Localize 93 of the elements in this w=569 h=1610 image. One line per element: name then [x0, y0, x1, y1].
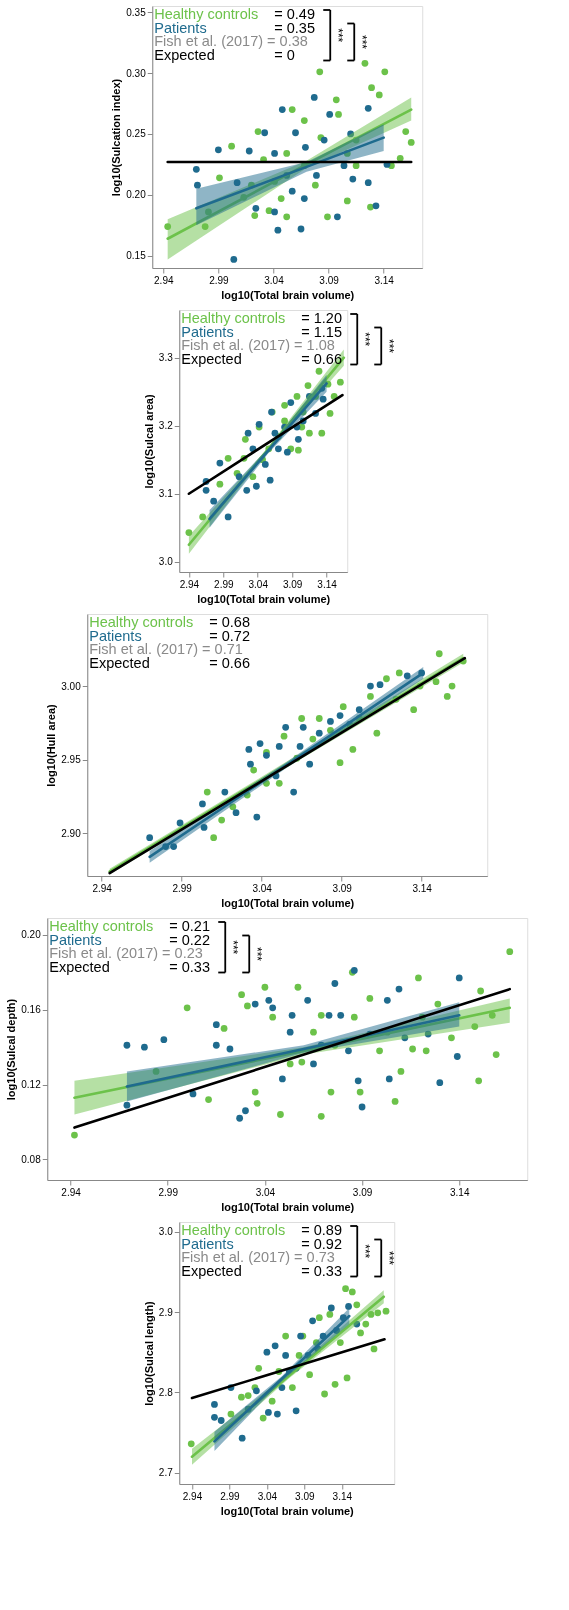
text: Expected	[49, 958, 110, 975]
y-tick-label: 2.9	[158, 1306, 174, 1318]
x-tick-label: 3.04	[257, 1490, 278, 1502]
x-tick-label: 3.09	[332, 882, 353, 894]
y-tick-label: 0.20	[126, 189, 147, 201]
x-tick-label: 2.94	[92, 882, 113, 894]
x-tick-label: 3.14	[332, 1490, 353, 1502]
annotation: Fish et al. (2017) = 1.08	[181, 337, 335, 353]
text: Expected	[89, 654, 150, 671]
x-tick-label: 2.99	[214, 578, 234, 590]
x-tick-label: 2.99	[209, 274, 230, 286]
x-tick-label: 2.99	[158, 1186, 179, 1198]
y-tick-label: 3.00	[61, 680, 82, 692]
x-tick-label: 3.14	[317, 578, 338, 590]
text: Healthy controls	[181, 310, 286, 326]
text: Expected	[181, 1262, 242, 1279]
annotation: Fish et al. (2017) = 0.23	[49, 945, 203, 961]
annotation: = 0.66	[301, 350, 342, 367]
annotation: = 1.20	[301, 310, 342, 326]
y-tick-label: 0.15	[126, 250, 147, 262]
annotation: ***	[250, 946, 265, 962]
text: Healthy controls	[49, 918, 154, 934]
y-tick-label: 2.95	[61, 754, 82, 766]
annotation: = 0.68	[209, 614, 250, 630]
annotation: = 0.33	[169, 958, 210, 975]
text: Healthy controls	[181, 1222, 286, 1238]
x-tick-label: 3.09	[295, 1490, 316, 1502]
y-tick-label: 0.35	[126, 6, 147, 18]
annotation: = 0	[274, 46, 295, 63]
annotation: ***	[226, 940, 241, 955]
annotation: = 1.15	[301, 323, 342, 340]
y-tick-label: 3.2	[158, 420, 174, 432]
x-tick-label: 3.04	[255, 1186, 276, 1198]
x-tick-label: 3.14	[374, 274, 395, 286]
annotation: ***	[355, 34, 370, 50]
annotation: ***	[382, 1250, 397, 1266]
annotation: = 0.33	[301, 1262, 342, 1279]
y-tick-label: 0.08	[21, 1153, 42, 1165]
x-axis-title: log10(Total brain volume)	[197, 592, 331, 605]
x-tick-label: 3.04	[264, 274, 285, 286]
x-tick-label: 3.09	[352, 1186, 373, 1198]
y-tick-label: 2.7	[158, 1467, 174, 1479]
y-tick-label: 0.16	[21, 1004, 42, 1016]
annotation: = 0.72	[209, 627, 250, 644]
annotation: = 0.49	[274, 6, 315, 22]
x-axis-title: log10(Total brain volume)	[221, 1200, 355, 1213]
annotation: Fish et al. (2017) = 0.71	[89, 641, 243, 657]
text: ***	[358, 332, 373, 347]
annotation: = 0.22	[169, 931, 210, 948]
y-axis-title: log10(Hull area)	[45, 703, 58, 787]
x-tick-label: 2.99	[220, 1490, 241, 1502]
annotation: = 0.66	[209, 654, 250, 671]
text: Expected	[154, 46, 215, 63]
x-tick-label: 2.94	[182, 1490, 203, 1502]
x-tick-label: 3.14	[450, 1186, 470, 1198]
annotation: = 0.92	[301, 1235, 342, 1252]
x-tick-label: 2.94	[61, 1186, 82, 1198]
x-tick-label: 3.09	[319, 274, 340, 286]
x-axis-title: log10(Total brain volume)	[221, 288, 355, 301]
y-tick-label: 3.1	[158, 488, 174, 500]
y-tick-label: 0.20	[21, 929, 42, 941]
y-tick-label: 2.8	[158, 1386, 174, 1398]
annotation: ***	[331, 28, 346, 43]
y-tick-label: 3.3	[158, 352, 174, 364]
text: ***	[382, 338, 397, 354]
x-tick-label: 2.94	[154, 274, 174, 286]
x-tick-label: 3.14	[412, 882, 433, 894]
y-tick-label: 2.90	[61, 827, 82, 839]
annotation: = 0.21	[169, 918, 210, 934]
y-tick-label: 0.12	[21, 1079, 42, 1091]
y-axis-title: log10(Sulcation index)	[110, 78, 123, 197]
x-axis-title: log10(Total brain volume)	[221, 896, 355, 909]
text: Healthy controls	[154, 6, 259, 22]
y-tick-label: 0.30	[126, 67, 147, 79]
x-tick-label: 3.04	[248, 578, 269, 590]
text: Expected	[181, 350, 242, 367]
y-tick-label: 3.0	[158, 556, 174, 568]
y-axis-title: log10(Sulcal area)	[142, 394, 155, 489]
annotation: = 0.89	[301, 1222, 342, 1238]
annotation: Fish et al. (2017) = 0.38	[154, 33, 308, 49]
y-axis-title: log10(Sulcal length)	[142, 1300, 155, 1406]
text: Healthy controls	[89, 614, 194, 630]
annotation: = 0.35	[274, 19, 315, 36]
x-tick-label: 2.94	[179, 578, 200, 590]
x-tick-label: 3.09	[282, 578, 303, 590]
y-tick-label: 3.0	[158, 1226, 174, 1238]
x-axis-title: log10(Total brain volume)	[220, 1504, 355, 1517]
y-axis-title: log10(Sulcal depth)	[5, 998, 18, 1101]
annotation: Fish et al. (2017) = 0.73	[181, 1249, 335, 1265]
annotation: ***	[358, 1244, 373, 1259]
x-tick-label: 3.04	[252, 882, 273, 894]
x-tick-label: 2.99	[172, 882, 193, 894]
y-tick-label: 0.25	[126, 128, 147, 140]
